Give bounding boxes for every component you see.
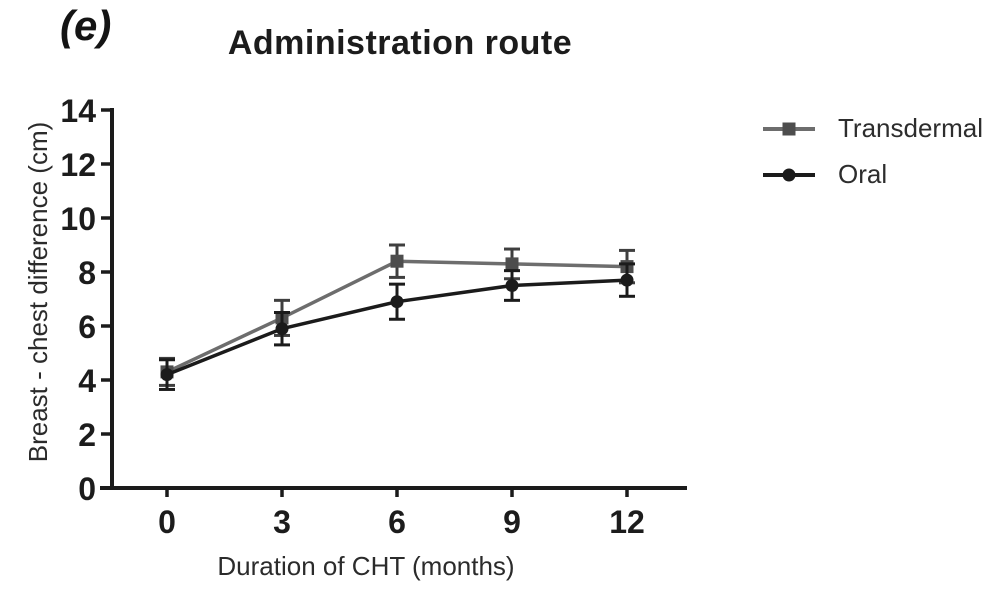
y-tick-label: 8 xyxy=(78,255,96,291)
legend-item-oral: Oral xyxy=(762,159,983,190)
y-tick-label: 4 xyxy=(78,363,96,399)
legend-circle-icon xyxy=(763,168,815,181)
y-tick-label: 12 xyxy=(60,147,96,183)
legend-square-icon xyxy=(763,122,815,135)
marker-circle xyxy=(505,279,519,292)
legend-label-transdermal: Transdermal xyxy=(838,113,983,143)
axes-layer: 0 2 4 6 8 10 12 14 0 3 6 9 12 xyxy=(60,93,687,540)
series-layer xyxy=(159,243,635,391)
x-tick-label: 3 xyxy=(273,504,291,540)
marker-circle xyxy=(390,295,404,309)
legend-marker-circle xyxy=(782,168,796,181)
x-axis-title: Duration of CHT (months) xyxy=(217,551,514,581)
y-tick-label: 10 xyxy=(60,201,96,237)
series-oral xyxy=(159,262,635,391)
legend: Transdermal Oral xyxy=(762,113,983,190)
chart-title: Administration route xyxy=(227,24,573,62)
marker-square xyxy=(505,257,519,271)
legend-label-oral: Oral xyxy=(838,159,888,189)
legend-marker-square xyxy=(782,122,796,135)
x-tick-label: 12 xyxy=(609,504,645,540)
marker-square xyxy=(390,254,404,268)
x-tick-label: 6 xyxy=(388,504,406,540)
legend-item-transdermal: Transdermal xyxy=(762,113,983,144)
y-tick-label: 0 xyxy=(78,471,96,507)
panel-label: (e) xyxy=(60,2,112,49)
marker-circle xyxy=(275,322,289,336)
marker-circle xyxy=(160,368,174,382)
y-tick-label: 2 xyxy=(78,417,96,453)
x-tick-label: 9 xyxy=(503,504,521,540)
marker-circle xyxy=(620,273,634,287)
y-tick-label: 6 xyxy=(78,309,96,345)
y-axis-title: Breast - chest difference (cm) xyxy=(23,122,53,463)
x-tick-label: 0 xyxy=(158,504,176,540)
y-tick-label: 14 xyxy=(60,93,96,129)
